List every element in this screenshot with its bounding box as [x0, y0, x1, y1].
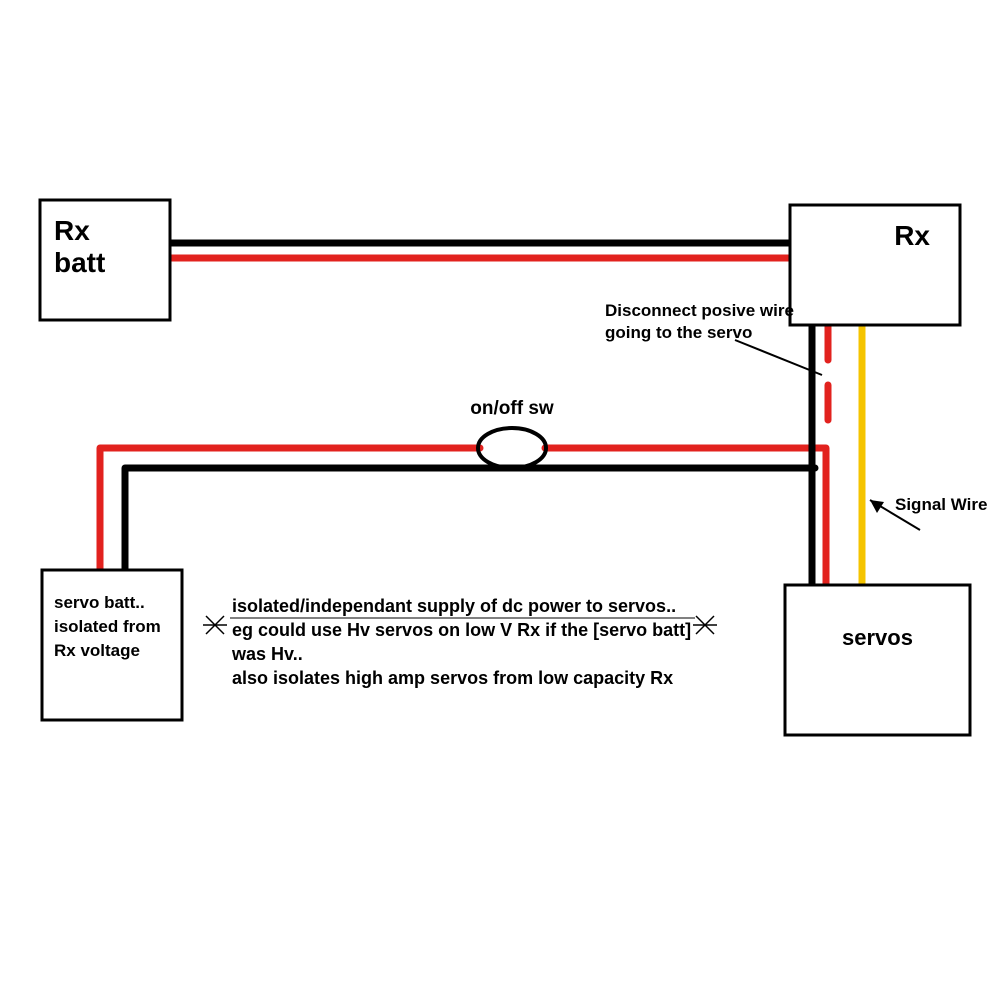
rx-box: [790, 205, 960, 325]
note-line-4: also isolates high amp servos from low c…: [232, 668, 673, 688]
signal-wire-label: Signal Wire: [895, 495, 987, 514]
servos-label: servos: [842, 625, 913, 650]
rx-batt-label-2: batt: [54, 247, 105, 278]
rx-label: Rx: [894, 220, 930, 251]
note-star-left-icon: [203, 616, 227, 634]
switch-label: on/off sw: [470, 398, 554, 419]
servos-box: [785, 585, 970, 735]
servo-batt-label-1: servo batt..: [54, 593, 145, 612]
note-star-right-icon: [693, 616, 717, 634]
wiring-diagram: Rx batt Rx servo batt.. isolated from Rx…: [0, 0, 1000, 1000]
wire-servobatt-black: [125, 468, 815, 570]
disconnect-note-1: Disconnect posive wire: [605, 301, 794, 320]
note-line-2: eg could use Hv servos on low V Rx if th…: [232, 620, 691, 640]
note-line-3: was Hv..: [231, 644, 303, 664]
servo-batt-label-2: isolated from: [54, 617, 161, 636]
disconnect-note-2: going to the servo: [605, 323, 752, 342]
servo-batt-label-3: Rx voltage: [54, 641, 140, 660]
note-line-1: isolated/independant supply of dc power …: [232, 596, 676, 616]
rx-batt-label: Rx: [54, 215, 90, 246]
onoff-switch-icon: [478, 428, 546, 468]
